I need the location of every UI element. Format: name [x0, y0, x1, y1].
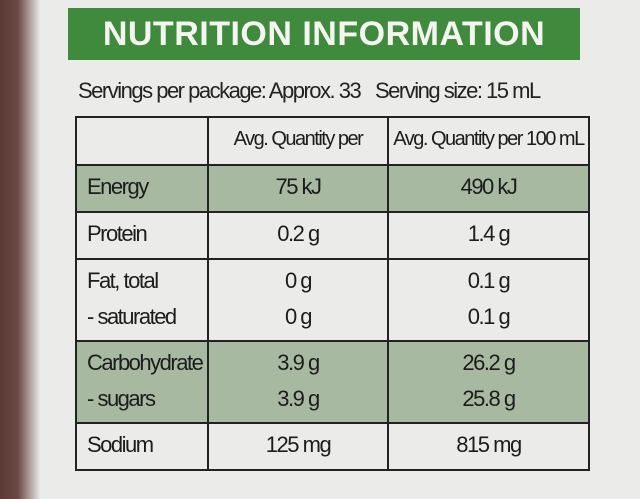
nutrient-value: 3.9 g — [277, 386, 320, 411]
nutrient-value: 26.2 g — [462, 350, 516, 375]
nutrient-value: 125 mg — [265, 432, 332, 457]
nutrient-value: 490 kJ — [460, 174, 518, 199]
title: NUTRITION INFORMATION — [68, 8, 580, 60]
nutrient-row: Energy 75 kJ 490 kJ — [77, 164, 588, 211]
nutrient-name: Energy — [87, 174, 149, 199]
nutrient-cell: Fat, total - saturated — [77, 260, 207, 340]
servings-per-package: Servings per package: Approx. 33 — [78, 78, 362, 103]
column-header: Avg. Quantity per Serving — [233, 128, 364, 192]
nutrient-value: 1.4 g — [467, 221, 511, 246]
nutrient-cell: Sodium — [77, 424, 207, 469]
nutrient-name: Carbohydrate — [87, 350, 204, 375]
column-header: Avg. Quantity per 100 mL — [393, 128, 585, 150]
nutrient-row: Sodium 125 mg 815 mg — [77, 422, 588, 469]
value-cell: 125 mg — [207, 424, 387, 469]
value-cell: 0.2 g — [207, 213, 387, 258]
header-cell: Avg. Quantity per Serving — [207, 118, 387, 192]
nutrient-value: 815 mg — [456, 432, 522, 457]
value-cell: 3.9 g 3.9 g — [207, 342, 387, 422]
nutrient-row: Protein 0.2 g 1.4 g — [77, 211, 588, 258]
value-cell: 815 mg — [387, 424, 588, 469]
nutrient-value: 0.2 g — [277, 221, 320, 246]
nutrient-name: - saturated — [87, 304, 177, 329]
nutrient-value: 3.9 g — [277, 350, 320, 375]
nutrient-value: 0 g — [284, 268, 313, 293]
nutrient-cell: Energy — [77, 166, 207, 211]
value-cell: 1.4 g — [387, 213, 588, 258]
value-cell: 75 kJ — [207, 166, 387, 211]
nutrition-table: Avg. Quantity per Serving Avg. Quantity p… — [75, 116, 590, 471]
nutrient-value: 0.1 g — [467, 268, 511, 293]
value-cell: 490 kJ — [387, 166, 588, 211]
nutrient-name: - sugars — [87, 386, 156, 411]
nutrient-cell: Carbohydrate - sugars — [77, 342, 207, 422]
value-cell: 26.2 g 25.8 g — [387, 342, 588, 422]
nutrient-value: 75 kJ — [275, 174, 322, 199]
nutrient-name: Sodium — [87, 432, 154, 457]
header-cell: Avg. Quantity per 100 mL — [387, 118, 588, 164]
value-cell: 0.1 g 0.1 g — [387, 260, 588, 340]
serving-size: Serving size: 15 mL — [375, 78, 541, 103]
header-cell — [77, 118, 207, 164]
nutrient-name: Fat, total — [87, 268, 159, 293]
nutrient-value: 0 g — [284, 304, 313, 329]
nutrient-value: 0.1 g — [467, 304, 511, 329]
nutrient-row: Carbohydrate - sugars 3.9 g 3.9 g 26.2 g 25.8… — [77, 340, 588, 422]
nutrient-value: 25.8 g — [462, 386, 516, 411]
nutrient-cell: Protein — [77, 213, 207, 258]
nutrient-name: Protein — [87, 221, 148, 246]
header-row: Avg. Quantity per Serving Avg. Quantity p… — [77, 118, 588, 192]
